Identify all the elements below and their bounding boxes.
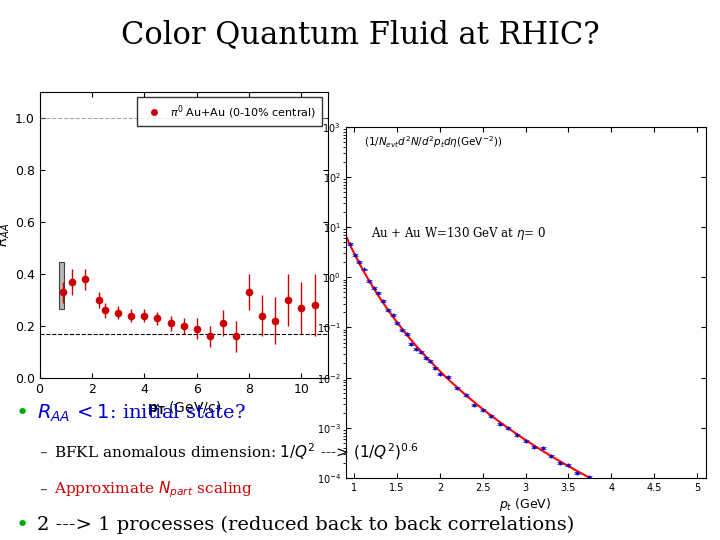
Text: 2 ---> 1 processes (reduced back to back correlations): 2 ---> 1 processes (reduced back to back…	[37, 516, 575, 534]
Text: BFKL anomalous dimension: $1/Q^2$ ---> $(1/Q^2)^{0.6}$: BFKL anomalous dimension: $1/Q^2$ ---> $…	[54, 442, 419, 462]
Bar	[59, 262, 64, 309]
X-axis label: $p_t$ (GeV): $p_t$ (GeV)	[500, 496, 552, 512]
X-axis label: $\mathbf{p_T}$ (GeV/c): $\mathbf{p_T}$ (GeV/c)	[146, 399, 221, 417]
Text: Au + Au W=130 GeV at $\eta$= 0: Au + Au W=130 GeV at $\eta$= 0	[371, 225, 546, 242]
Text: •: •	[16, 515, 29, 535]
Legend: $\pi^0$ Au+Au (0-10% central): $\pi^0$ Au+Au (0-10% central)	[137, 97, 322, 126]
Text: $(1/N_{evt}d^2N/d^2p_td\eta(\mathrm{GeV}^{-2}))$: $(1/N_{evt}d^2N/d^2p_td\eta(\mathrm{GeV}…	[364, 134, 502, 150]
Text: –: –	[40, 444, 48, 460]
Text: Approximate $N_{part}$ scaling: Approximate $N_{part}$ scaling	[54, 480, 253, 500]
Text: Color Quantum Fluid at RHIC?: Color Quantum Fluid at RHIC?	[121, 19, 599, 50]
Text: –: –	[40, 482, 48, 497]
Text: $R_{AA}$$\,< 1$: initial state?: $R_{AA}$$\,< 1$: initial state?	[37, 402, 246, 424]
Text: •: •	[16, 403, 29, 423]
Y-axis label: $R_{AA}$: $R_{AA}$	[0, 223, 12, 247]
